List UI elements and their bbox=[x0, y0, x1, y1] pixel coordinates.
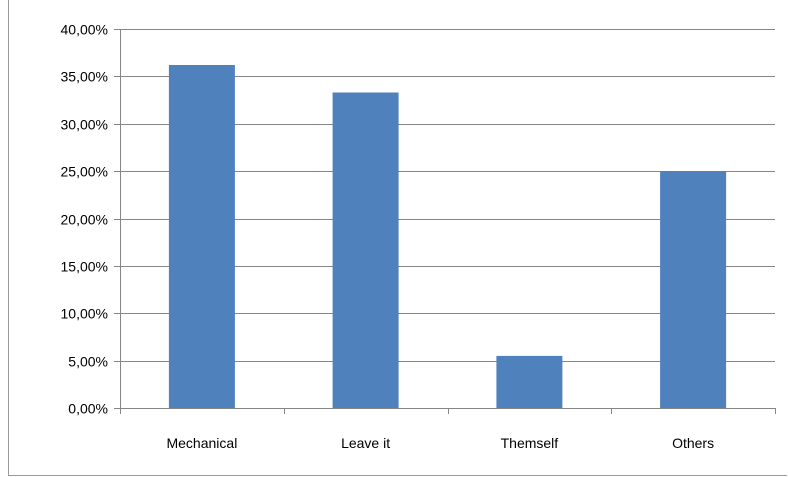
bar-mechanical bbox=[168, 65, 235, 408]
bar-others bbox=[660, 171, 727, 408]
y-tick-label: 25,00% bbox=[61, 164, 108, 180]
y-tick-label: 20,00% bbox=[61, 212, 108, 228]
x-tick-label: Leave it bbox=[341, 435, 390, 451]
y-tick-label: 35,00% bbox=[61, 69, 108, 85]
bars bbox=[168, 65, 727, 408]
y-tick-label: 15,00% bbox=[61, 259, 108, 275]
y-tick-label: 5,00% bbox=[68, 354, 108, 370]
x-tick-label: Others bbox=[672, 435, 714, 451]
x-tick-label: Themself bbox=[501, 435, 559, 451]
x-tick-labels: Mechanical Leave it Themself Others bbox=[166, 435, 714, 451]
y-tick-labels: 0,00% 5,00% 10,00% 15,00% 20,00% 25,00% 30,00%… bbox=[61, 22, 108, 417]
y-tick-label: 30,00% bbox=[61, 117, 108, 133]
bar-themself bbox=[496, 355, 563, 408]
x-tick-label: Mechanical bbox=[166, 435, 237, 451]
y-tick-label: 0,00% bbox=[68, 401, 108, 417]
y-tick-label: 10,00% bbox=[61, 306, 108, 322]
axes bbox=[114, 29, 776, 414]
bar-leave-it bbox=[332, 92, 399, 408]
y-tick-label: 40,00% bbox=[61, 22, 108, 38]
